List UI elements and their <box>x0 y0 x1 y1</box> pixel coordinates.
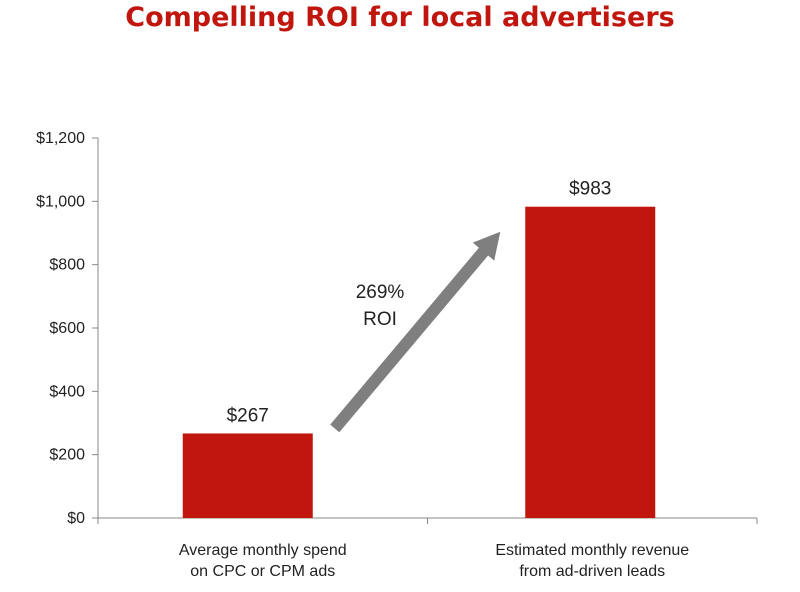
y-tick-label: $0 <box>67 510 85 527</box>
y-tick-label: $200 <box>49 447 85 464</box>
y-tick-label: $400 <box>49 383 85 400</box>
bar <box>182 433 313 518</box>
y-tick-label: $1,200 <box>36 130 85 147</box>
bars <box>182 206 656 518</box>
y-axis: $0 $200 $400 $600 $800 $1,000 $1,200 <box>36 130 99 527</box>
category-label: Estimated monthly revenue <box>495 542 689 559</box>
roi-arrow <box>330 231 501 433</box>
category-label: Average monthly spend <box>179 542 347 559</box>
category-label: from ad-driven leads <box>519 563 665 580</box>
data-labels: $267 $983 <box>227 179 612 427</box>
bar-value-label: $267 <box>227 405 269 426</box>
y-tick-label: $800 <box>49 257 85 274</box>
y-tick-label: $600 <box>49 320 85 337</box>
x-axis <box>97 517 758 524</box>
category-label: on CPC or CPM ads <box>190 563 335 580</box>
category-labels: Average monthly spend on CPC or CPM ads Es… <box>179 542 689 580</box>
roi-annotation: 269% ROI <box>330 231 501 433</box>
y-tick-label: $1,000 <box>36 193 85 210</box>
bar <box>525 206 656 518</box>
roi-label: ROI <box>363 309 397 330</box>
roi-label: 269% <box>356 282 405 303</box>
bar-value-label: $983 <box>569 179 611 200</box>
chart-title: Compelling ROI for local advertisers <box>125 2 675 33</box>
